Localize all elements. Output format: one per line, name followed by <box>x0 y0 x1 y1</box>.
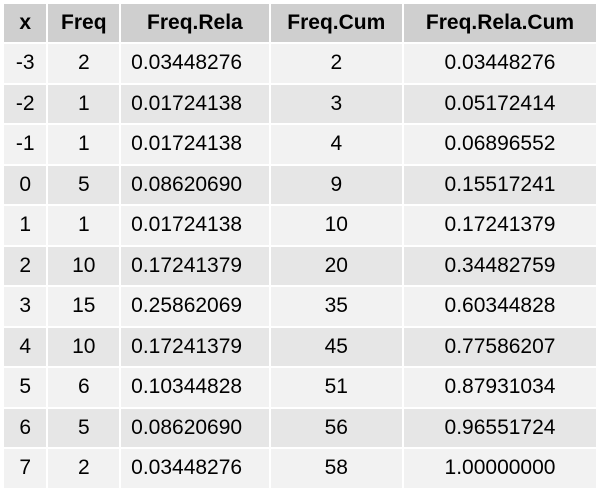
cell-freq: 2 <box>48 44 120 83</box>
cell-freq-rela: 0.08620690 <box>121 165 269 204</box>
cell-freq: 2 <box>48 449 120 488</box>
table-row: -2 1 0.01724138 3 0.05172414 <box>4 84 596 123</box>
cell-freq-cum: 9 <box>270 165 402 204</box>
cell-x: -3 <box>4 44 47 83</box>
cell-freq-cum: 3 <box>270 84 402 123</box>
table-row: 5 6 0.10344828 51 0.87931034 <box>4 368 596 407</box>
cell-freq: 10 <box>48 327 120 366</box>
table-row: 6 5 0.08620690 56 0.96551724 <box>4 408 596 447</box>
cell-freq: 6 <box>48 368 120 407</box>
cell-freq: 1 <box>48 125 120 164</box>
cell-freq-rela-cum: 0.03448276 <box>403 44 596 83</box>
cell-freq-rela: 0.17241379 <box>121 246 269 285</box>
table-row: -1 1 0.01724138 4 0.06896552 <box>4 125 596 164</box>
table-row: 3 15 0.25862069 35 0.60344828 <box>4 287 596 326</box>
table-row: -3 2 0.03448276 2 0.03448276 <box>4 44 596 83</box>
frequency-table-container: x Freq Freq.Rela Freq.Cum Freq.Rela.Cum … <box>4 4 596 490</box>
cell-freq-cum: 35 <box>270 287 402 326</box>
cell-freq-rela-cum: 0.17241379 <box>403 206 596 245</box>
frequency-table: x Freq Freq.Rela Freq.Cum Freq.Rela.Cum … <box>2 2 598 490</box>
cell-freq-rela: 0.01724138 <box>121 125 269 164</box>
cell-freq-rela: 0.17241379 <box>121 327 269 366</box>
cell-freq-cum: 20 <box>270 246 402 285</box>
cell-freq-rela-cum: 0.06896552 <box>403 125 596 164</box>
table-row: 1 1 0.01724138 10 0.17241379 <box>4 206 596 245</box>
cell-freq-cum: 10 <box>270 206 402 245</box>
table-row: 0 5 0.08620690 9 0.15517241 <box>4 165 596 204</box>
header-freq-rela: Freq.Rela <box>121 4 269 42</box>
cell-freq-rela-cum: 1.00000000 <box>403 449 596 488</box>
header-freq-rela-cum: Freq.Rela.Cum <box>403 4 596 42</box>
cell-freq-cum: 4 <box>270 125 402 164</box>
cell-freq: 5 <box>48 408 120 447</box>
cell-freq-rela: 0.10344828 <box>121 368 269 407</box>
cell-x: 0 <box>4 165 47 204</box>
cell-freq-cum: 51 <box>270 368 402 407</box>
cell-freq-rela-cum: 0.34482759 <box>403 246 596 285</box>
cell-x: 4 <box>4 327 47 366</box>
cell-freq-rela-cum: 0.60344828 <box>403 287 596 326</box>
cell-freq-rela-cum: 0.87931034 <box>403 368 596 407</box>
cell-freq: 10 <box>48 246 120 285</box>
cell-x: 6 <box>4 408 47 447</box>
table-row: 4 10 0.17241379 45 0.77586207 <box>4 327 596 366</box>
header-freq: Freq <box>48 4 120 42</box>
cell-x: 7 <box>4 449 47 488</box>
cell-freq-rela: 0.01724138 <box>121 84 269 123</box>
cell-freq-rela: 0.25862069 <box>121 287 269 326</box>
cell-freq-rela-cum: 0.15517241 <box>403 165 596 204</box>
cell-freq: 15 <box>48 287 120 326</box>
cell-freq-rela-cum: 0.77586207 <box>403 327 596 366</box>
header-freq-cum: Freq.Cum <box>270 4 402 42</box>
cell-freq: 1 <box>48 206 120 245</box>
cell-x: 5 <box>4 368 47 407</box>
cell-x: 3 <box>4 287 47 326</box>
cell-freq-rela: 0.03448276 <box>121 44 269 83</box>
cell-freq-cum: 56 <box>270 408 402 447</box>
cell-freq-cum: 45 <box>270 327 402 366</box>
cell-freq: 5 <box>48 165 120 204</box>
table-row: 7 2 0.03448276 58 1.00000000 <box>4 449 596 488</box>
cell-freq-rela: 0.08620690 <box>121 408 269 447</box>
cell-freq-rela: 0.03448276 <box>121 449 269 488</box>
header-x: x <box>4 4 47 42</box>
cell-x: -2 <box>4 84 47 123</box>
cell-x: 2 <box>4 246 47 285</box>
cell-freq-rela-cum: 0.96551724 <box>403 408 596 447</box>
cell-x: 1 <box>4 206 47 245</box>
cell-x: -1 <box>4 125 47 164</box>
cell-freq-cum: 58 <box>270 449 402 488</box>
header-row: x Freq Freq.Rela Freq.Cum Freq.Rela.Cum <box>4 4 596 42</box>
cell-freq-rela: 0.01724138 <box>121 206 269 245</box>
cell-freq-rela-cum: 0.05172414 <box>403 84 596 123</box>
cell-freq: 1 <box>48 84 120 123</box>
table-row: 2 10 0.17241379 20 0.34482759 <box>4 246 596 285</box>
table-body: -3 2 0.03448276 2 0.03448276 -2 1 0.01724138 3 0.… <box>4 44 596 488</box>
cell-freq-cum: 2 <box>270 44 402 83</box>
